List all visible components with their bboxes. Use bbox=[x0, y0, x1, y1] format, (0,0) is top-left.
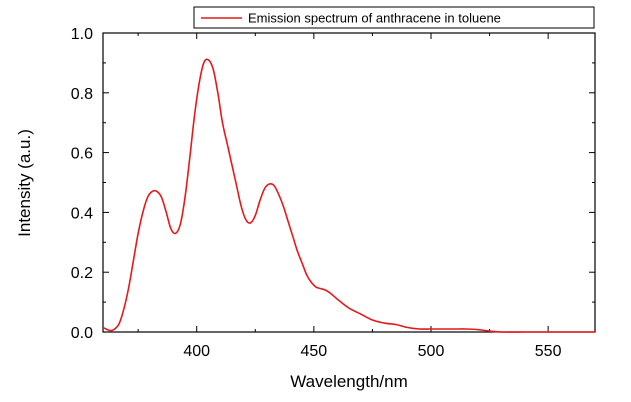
legend: Emission spectrum of anthracene in tolue… bbox=[193, 6, 595, 29]
legend-label: Emission spectrum of anthracene in tolue… bbox=[248, 11, 501, 26]
x-tick-label: 450 bbox=[301, 343, 328, 360]
axis-ticks bbox=[103, 32, 595, 333]
y-tick-label: 0.4 bbox=[71, 205, 93, 222]
legend-box bbox=[193, 6, 595, 29]
y-tick-label: 0.2 bbox=[71, 265, 93, 282]
axis-tick-labels: 400 450 500 550 0.0 0.2 0.4 0.6 0.8 1.0 bbox=[71, 26, 562, 360]
y-tick-label: 0.0 bbox=[71, 325, 93, 342]
y-axis-label: Intensity (a.u.) bbox=[15, 129, 34, 237]
y-tick-label: 0.8 bbox=[71, 86, 93, 103]
y-tick-label: 1.0 bbox=[71, 26, 93, 43]
plot-frame bbox=[102, 32, 596, 333]
x-tick-label: 500 bbox=[418, 343, 445, 360]
y-tick-label: 0.6 bbox=[71, 146, 93, 163]
series-line-emission bbox=[102, 58, 595, 333]
x-tick-label: 400 bbox=[183, 343, 210, 360]
x-tick-label: 550 bbox=[535, 343, 562, 360]
x-axis-label: Wavelength/nm bbox=[290, 372, 407, 391]
series-group bbox=[102, 58, 595, 333]
